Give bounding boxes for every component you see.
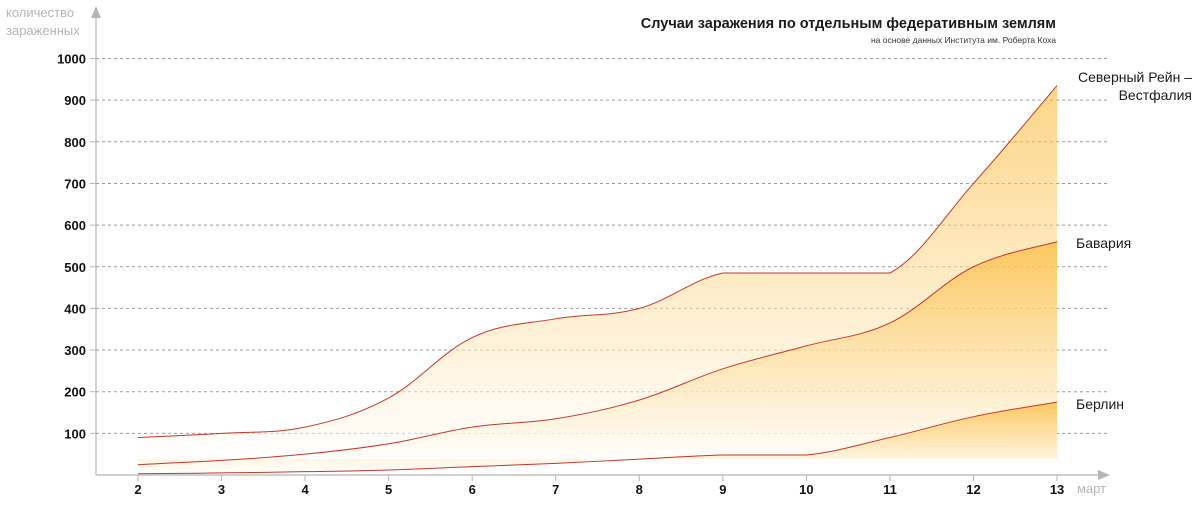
y-tick-label-600: 600 bbox=[64, 218, 86, 233]
point-berlin-13 bbox=[1056, 401, 1058, 403]
point-nrw-12 bbox=[972, 182, 974, 184]
area-fills bbox=[138, 85, 1058, 474]
x-tick-label-13: 13 bbox=[1050, 482, 1064, 497]
series-lines bbox=[137, 84, 1058, 475]
x-tick-label-3: 3 bbox=[218, 482, 225, 497]
point-nrw-13 bbox=[1056, 84, 1058, 86]
chart-subtitle: на основе данных Института им. Роберта К… bbox=[870, 35, 1056, 45]
series-label-nrw-line2: Вестфалия bbox=[1118, 87, 1192, 103]
y-tick-label-800: 800 bbox=[64, 135, 86, 150]
point-bavaria-5 bbox=[387, 443, 389, 445]
x-axis-label: март bbox=[1077, 481, 1107, 496]
y-tick-label-1000: 1000 bbox=[57, 52, 86, 67]
point-berlin-11 bbox=[889, 436, 891, 438]
point-bavaria-8 bbox=[638, 399, 640, 401]
point-bavaria-7 bbox=[555, 418, 557, 420]
point-berlin-12 bbox=[972, 415, 974, 417]
point-berlin-4 bbox=[304, 470, 306, 472]
point-nrw-9 bbox=[722, 272, 724, 274]
axes bbox=[91, 6, 1110, 480]
point-nrw-8 bbox=[638, 307, 640, 309]
line-bavaria bbox=[137, 241, 1058, 466]
point-bavaria-2 bbox=[137, 463, 139, 465]
point-nrw-4 bbox=[304, 426, 306, 428]
y-tick-labels: 100 200 300 400 500 600 700 800 900 1000 bbox=[57, 52, 86, 442]
point-bavaria-3 bbox=[220, 459, 222, 461]
point-berlin-6 bbox=[471, 465, 473, 467]
point-bavaria-4 bbox=[304, 453, 306, 455]
x-tick-label-2: 2 bbox=[134, 482, 141, 497]
point-berlin-10 bbox=[805, 454, 807, 456]
y-tick-label-400: 400 bbox=[64, 301, 86, 316]
point-bavaria-12 bbox=[972, 266, 974, 268]
point-bavaria-13 bbox=[1056, 241, 1058, 243]
x-tick-label-8: 8 bbox=[636, 482, 643, 497]
line-berlin bbox=[137, 401, 1058, 475]
y-tick-label-900: 900 bbox=[64, 93, 86, 108]
series-label-nrw-line1: Северный Рейн – bbox=[1078, 69, 1192, 85]
point-nrw-11 bbox=[889, 272, 891, 274]
point-nrw-10 bbox=[805, 272, 807, 274]
point-bavaria-11 bbox=[889, 322, 891, 324]
point-nrw-2 bbox=[137, 436, 139, 438]
point-bavaria-10 bbox=[805, 345, 807, 347]
point-nrw-6 bbox=[471, 336, 473, 338]
point-berlin-3 bbox=[220, 472, 222, 474]
area-bavaria bbox=[138, 241, 1058, 465]
point-nrw-5 bbox=[387, 397, 389, 399]
x-tick-label-11: 11 bbox=[883, 482, 897, 497]
point-berlin-5 bbox=[387, 469, 389, 471]
y-axis-arrow-icon bbox=[91, 6, 101, 18]
point-nrw-7 bbox=[555, 318, 557, 320]
x-tick-label-7: 7 bbox=[552, 482, 559, 497]
x-tick-label-5: 5 bbox=[385, 482, 392, 497]
chart-title: Случаи заражения по отдельным федеративн… bbox=[640, 16, 1056, 32]
x-tick-label-6: 6 bbox=[469, 482, 476, 497]
series-label-berlin: Берлин bbox=[1076, 396, 1125, 412]
point-berlin-8 bbox=[638, 458, 640, 460]
y-tick-label-100: 100 bbox=[64, 426, 86, 441]
y-axis-label: количество зараженных bbox=[6, 5, 80, 38]
series-label-nrw: Северный Рейн – Вестфалия bbox=[1078, 68, 1192, 104]
point-bavaria-6 bbox=[471, 426, 473, 428]
series-label-bavaria: Бавария bbox=[1076, 235, 1132, 251]
point-nrw-3 bbox=[220, 432, 222, 434]
point-berlin-7 bbox=[555, 462, 557, 464]
x-tick-label-12: 12 bbox=[966, 482, 980, 497]
y-tick-label-700: 700 bbox=[64, 176, 86, 191]
x-tick-label-10: 10 bbox=[799, 482, 813, 497]
y-tick-label-200: 200 bbox=[64, 385, 86, 400]
point-bavaria-9 bbox=[722, 368, 724, 370]
line-nrw bbox=[137, 85, 1058, 439]
x-tick-labels: 2 3 4 5 6 7 8 9 10 11 12 13 bbox=[134, 475, 1064, 497]
x-tick-label-9: 9 bbox=[719, 482, 726, 497]
x-axis-arrow-icon bbox=[1098, 470, 1110, 480]
x-tick-label-4: 4 bbox=[301, 482, 309, 497]
y-tick-label-500: 500 bbox=[64, 260, 86, 275]
y-tick-label-300: 300 bbox=[64, 343, 86, 358]
area-berlin bbox=[138, 402, 1058, 474]
point-berlin-9 bbox=[722, 454, 724, 456]
